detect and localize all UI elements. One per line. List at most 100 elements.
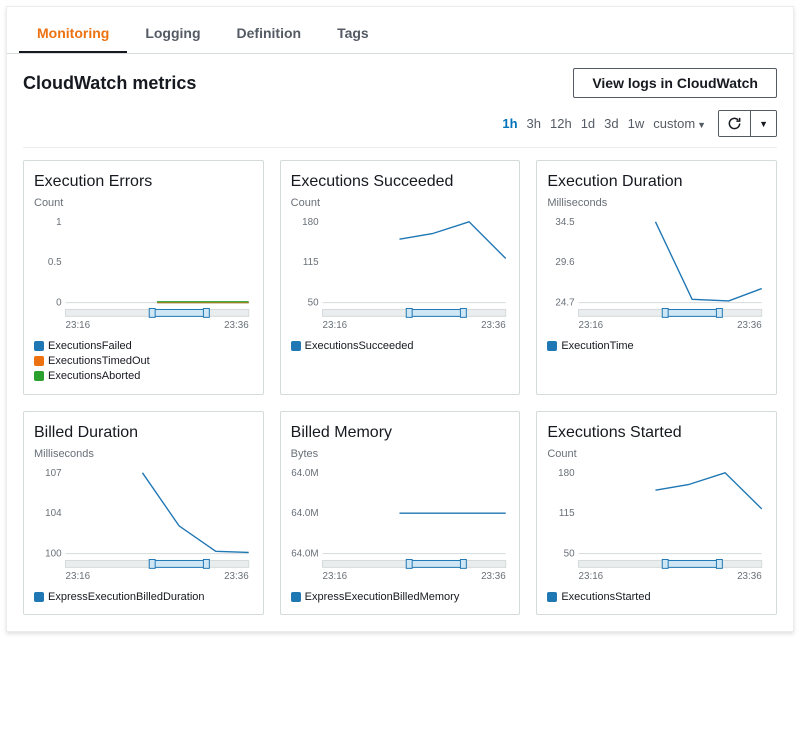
legend-item: ExecutionsStarted [547, 590, 766, 605]
svg-text:23:36: 23:36 [224, 571, 249, 582]
svg-text:115: 115 [303, 257, 319, 268]
svg-text:23:36: 23:36 [224, 320, 249, 331]
card-title: Executions Started [547, 424, 766, 442]
svg-text:23:16: 23:16 [66, 320, 91, 331]
card-title: Billed Duration [34, 424, 253, 442]
legend-swatch [34, 356, 44, 366]
legend-item: ExecutionsFailed [34, 339, 253, 354]
cloudwatch-panel: MonitoringLoggingDefinitionTags CloudWat… [6, 6, 794, 632]
svg-text:23:36: 23:36 [481, 571, 506, 582]
time-option-1d[interactable]: 1d [581, 116, 595, 131]
legend-swatch [291, 341, 301, 351]
svg-text:23:16: 23:16 [322, 571, 347, 582]
metric-card: Execution ErrorsCount00.5123:1623:36Exec… [23, 160, 264, 395]
refresh-button[interactable] [719, 111, 750, 136]
legend-label: ExecutionsAborted [48, 369, 140, 384]
card-title: Execution Errors [34, 173, 253, 191]
page-title: CloudWatch metrics [23, 73, 196, 94]
metric-card: Billed MemoryBytes64.0M64.0M64.0M23:1623… [280, 411, 521, 616]
refresh-dropdown[interactable]: ▼ [750, 111, 776, 136]
chart-legend: ExecutionsSucceeded [291, 339, 510, 354]
legend-item: ExpressExecutionBilledDuration [34, 590, 253, 605]
tab-tags[interactable]: Tags [319, 17, 387, 53]
tab-bar: MonitoringLoggingDefinitionTags [7, 7, 793, 54]
svg-text:180: 180 [302, 217, 319, 228]
card-unit: Count [34, 197, 253, 209]
line-chart: 100 104 107 23:16 23:36 [34, 466, 253, 586]
svg-text:0: 0 [56, 298, 62, 309]
line-chart: 64.0M64.0M64.0M23:1623:36 [291, 466, 510, 586]
time-option-3h[interactable]: 3h [527, 116, 541, 131]
svg-text:0.5: 0.5 [48, 257, 62, 268]
svg-text:23:16: 23:16 [322, 320, 347, 331]
metric-card: Executions Started Count 50 115 180 23:16 23:3… [536, 411, 777, 616]
svg-text:23:36: 23:36 [737, 571, 762, 582]
tab-logging[interactable]: Logging [127, 17, 218, 53]
chart-legend: ExecutionsFailedExecutionsTimedOutExecut… [34, 339, 253, 384]
time-range-selector: 1h 3h 12h 1d 3d 1w custom▼ [502, 116, 706, 131]
svg-text:34.5: 34.5 [556, 217, 576, 228]
svg-text:50: 50 [564, 548, 575, 559]
chart-legend: ExecutionsStarted [547, 590, 766, 605]
card-unit: Milliseconds [547, 197, 766, 209]
svg-text:23:36: 23:36 [737, 320, 762, 331]
legend-label: ExpressExecutionBilledDuration [48, 590, 205, 605]
chart-grid: Execution ErrorsCount00.5123:1623:36Exec… [7, 160, 793, 631]
legend-swatch [34, 341, 44, 351]
svg-text:64.0M: 64.0M [291, 548, 318, 559]
tab-monitoring[interactable]: Monitoring [19, 17, 127, 53]
toolbar: 1h 3h 12h 1d 3d 1w custom▼ ▼ [7, 106, 793, 147]
card-unit: Bytes [291, 448, 510, 460]
time-option-12h[interactable]: 12h [550, 116, 572, 131]
svg-text:115: 115 [559, 508, 575, 519]
chart-legend: ExpressExecutionBilledMemory [291, 590, 510, 605]
tab-definition[interactable]: Definition [219, 17, 320, 53]
svg-text:23:16: 23:16 [66, 571, 91, 582]
metric-card: Execution DurationMilliseconds24.729.634… [536, 160, 777, 395]
svg-text:180: 180 [558, 467, 575, 478]
divider [23, 147, 777, 148]
legend-item: ExpressExecutionBilledMemory [291, 590, 510, 605]
svg-text:29.6: 29.6 [556, 257, 576, 268]
legend-swatch [547, 341, 557, 351]
legend-label: ExpressExecutionBilledMemory [305, 590, 460, 605]
legend-label: ExecutionsSucceeded [305, 339, 414, 354]
legend-swatch [547, 592, 557, 602]
chart-legend: ExpressExecutionBilledDuration [34, 590, 253, 605]
legend-item: ExecutionTime [547, 339, 766, 354]
line-chart: 00.5123:1623:36 [34, 215, 253, 335]
metric-card: Executions SucceededCount5011518023:1623… [280, 160, 521, 395]
view-logs-button[interactable]: View logs in CloudWatch [573, 68, 777, 98]
legend-swatch [34, 592, 44, 602]
chevron-down-icon: ▼ [697, 120, 706, 130]
refresh-button-group: ▼ [718, 110, 777, 137]
legend-label: ExecutionTime [561, 339, 633, 354]
svg-text:100: 100 [45, 548, 62, 559]
card-title: Execution Duration [547, 173, 766, 191]
svg-text:23:36: 23:36 [481, 320, 506, 331]
svg-text:107: 107 [45, 467, 61, 478]
metric-card: Billed Duration Milliseconds 100 104 107 23:1… [23, 411, 264, 616]
chart-legend: ExecutionTime [547, 339, 766, 354]
time-option-custom[interactable]: custom▼ [653, 116, 706, 131]
svg-text:64.0M: 64.0M [291, 467, 318, 478]
time-option-3d[interactable]: 3d [604, 116, 618, 131]
header-row: CloudWatch metrics View logs in CloudWat… [7, 54, 793, 106]
legend-label: ExecutionsTimedOut [48, 354, 150, 369]
card-title: Executions Succeeded [291, 173, 510, 191]
card-unit: Count [291, 197, 510, 209]
legend-label: ExecutionsStarted [561, 590, 650, 605]
legend-item: ExecutionsTimedOut [34, 354, 253, 369]
card-unit: Milliseconds [34, 448, 253, 460]
svg-text:104: 104 [45, 508, 62, 519]
legend-swatch [291, 592, 301, 602]
line-chart: 5011518023:1623:36 [291, 215, 510, 335]
refresh-icon [727, 116, 742, 131]
card-unit: Count [547, 448, 766, 460]
legend-swatch [34, 371, 44, 381]
legend-item: ExecutionsAborted [34, 369, 253, 384]
time-option-1h[interactable]: 1h [502, 116, 517, 131]
time-option-1w[interactable]: 1w [628, 116, 645, 131]
svg-text:23:16: 23:16 [579, 320, 604, 331]
svg-text:23:16: 23:16 [579, 571, 604, 582]
